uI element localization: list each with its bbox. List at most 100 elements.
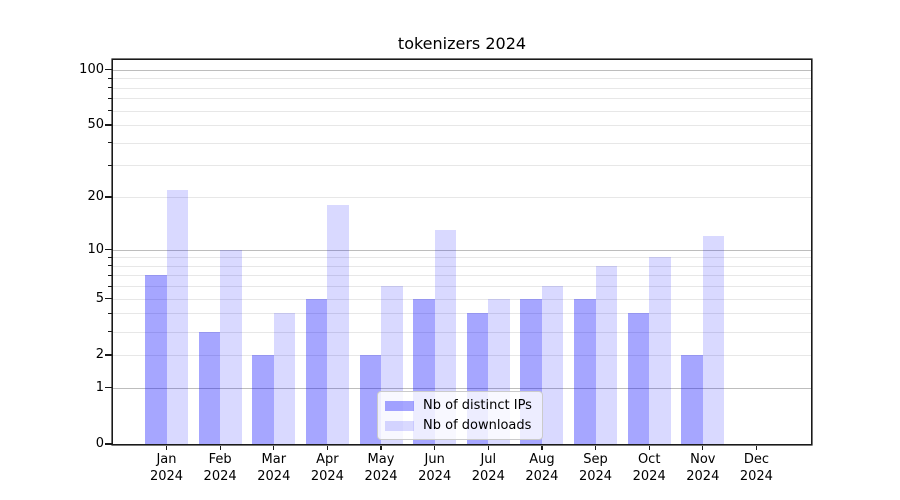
bar-distinct-ips (145, 275, 167, 444)
y-tick-label: 0 (95, 436, 104, 451)
y-tick-label: 20 (87, 189, 104, 204)
gridline-minor (113, 313, 811, 315)
y-tick-mark (105, 69, 112, 71)
y-tick-mark (105, 298, 112, 300)
x-tick-mark (326, 445, 329, 450)
gridline-minor (113, 98, 811, 100)
bar-downloads (649, 257, 671, 444)
gridline-minor (113, 165, 811, 167)
gridline (113, 197, 811, 198)
y-minor-tick-mark (108, 331, 112, 333)
bar-distinct-ips (627, 313, 650, 444)
y-tick-mark (105, 196, 112, 198)
y-tick-label: 1 (95, 379, 104, 395)
bar-downloads (273, 313, 296, 444)
x-tick-mark (755, 445, 758, 450)
gridline-minor (113, 265, 811, 267)
legend-swatch-distinct-ips (385, 400, 414, 411)
y-tick-mark (105, 443, 112, 445)
bar-distinct-ips (305, 298, 328, 444)
bar-distinct-ips (574, 298, 596, 444)
y-tick-label: 10 (87, 241, 104, 257)
x-tick-mark (487, 445, 489, 450)
x-tick-mark (165, 445, 168, 450)
bar-distinct-ips (198, 331, 221, 444)
x-tick-label: Oct 2024 (632, 452, 666, 484)
gridline (113, 354, 811, 356)
bar-distinct-ips (359, 354, 381, 444)
y-minor-tick-mark (108, 87, 112, 89)
x-tick-label: Nov 2024 (686, 452, 720, 484)
gridline-minor (113, 87, 811, 89)
x-tick-mark (273, 445, 275, 450)
gridline-minor (113, 257, 811, 259)
x-tick-label: Dec 2024 (739, 452, 773, 484)
gridline (113, 298, 811, 300)
x-tick-mark (648, 445, 650, 450)
x-tick-mark (380, 445, 382, 450)
x-tick-label: Feb 2024 (203, 452, 237, 484)
y-minor-tick-mark (108, 256, 112, 258)
x-tick-label: Apr 2024 (310, 452, 344, 484)
chart-title: tokenizers 2024 (397, 34, 527, 53)
legend: Nb of distinct IPs Nb of downloads (377, 391, 543, 440)
gridline (113, 387, 811, 389)
y-minor-tick-mark (108, 312, 112, 315)
bar-downloads (434, 229, 457, 444)
y-tick-mark (105, 387, 112, 389)
x-tick-mark (702, 445, 704, 450)
gridline-minor (113, 331, 811, 333)
bar-distinct-ips (252, 354, 274, 444)
x-tick-label: May 2024 (364, 452, 398, 484)
y-tick-label: 5 (95, 290, 104, 306)
x-tick-label: Sep 2024 (578, 452, 613, 484)
gridlines-layer (113, 60, 811, 444)
gridline-minor (113, 78, 811, 80)
x-tick-mark (541, 445, 543, 450)
y-minor-tick-mark (108, 285, 112, 287)
gridline-minor (113, 142, 811, 144)
y-minor-tick-mark (108, 164, 112, 167)
gridline (113, 249, 811, 251)
gridline-minor (113, 275, 811, 277)
gridline (113, 125, 811, 126)
x-tick-label: Aug 2024 (525, 452, 559, 484)
legend-swatch-downloads (385, 420, 414, 431)
y-tick-label: 100 (79, 61, 104, 77)
bar-downloads (166, 189, 188, 444)
y-minor-tick-mark (108, 97, 112, 99)
bars-layer (113, 60, 811, 444)
y-tick-mark (105, 124, 112, 126)
legend-item-downloads: Nb of downloads (385, 418, 532, 433)
bar-downloads (702, 235, 725, 444)
x-tick-mark (594, 445, 597, 450)
legend-label-distinct-ips: Nb of distinct IPs (423, 398, 532, 413)
legend-label-downloads: Nb of downloads (423, 418, 532, 433)
x-tick-label: Jul 2024 (471, 452, 505, 484)
legend-item-distinct-ips: Nb of distinct IPs (385, 398, 532, 413)
bar-downloads (595, 265, 617, 444)
x-tick-mark (219, 445, 221, 450)
gridline-minor (113, 110, 811, 112)
y-minor-tick-mark (108, 77, 112, 79)
bar-distinct-ips (681, 354, 703, 444)
y-tick-label: 2 (95, 346, 104, 362)
gridline (113, 69, 811, 71)
y-minor-tick-mark (108, 110, 112, 112)
y-tick-label: 50 (87, 117, 104, 132)
x-tick-label: Jan 2024 (149, 452, 184, 484)
bar-downloads (541, 286, 564, 444)
y-minor-tick-mark (108, 274, 112, 277)
y-minor-tick-mark (108, 142, 112, 144)
bar-downloads (220, 249, 242, 444)
y-tick-mark (105, 248, 112, 251)
x-tick-label: Mar 2024 (257, 452, 291, 484)
y-tick-mark (105, 354, 112, 356)
bar-downloads (327, 205, 349, 444)
gridline-minor (113, 286, 811, 288)
plot-area (113, 60, 811, 444)
x-tick-label: Jun 2024 (418, 452, 452, 484)
y-minor-tick-mark (108, 265, 112, 267)
